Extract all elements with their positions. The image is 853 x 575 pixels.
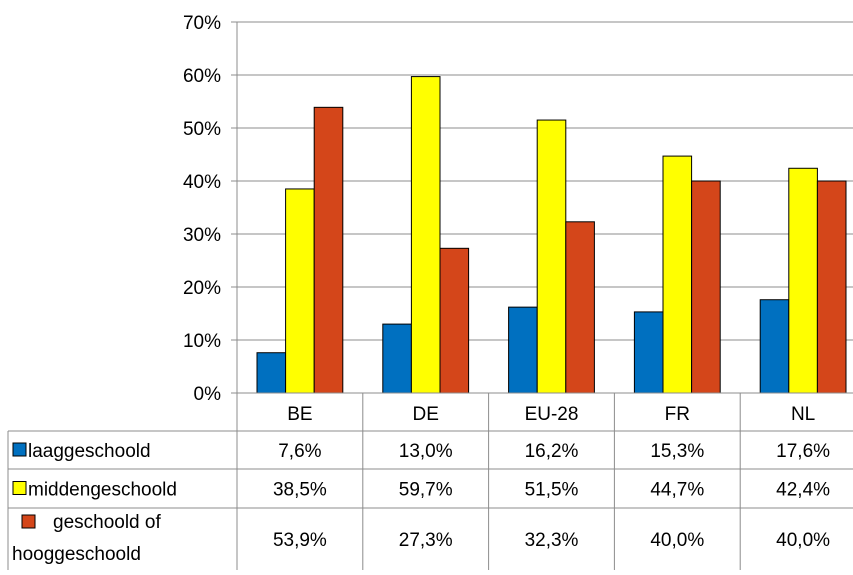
y-tick-label: 30% — [183, 225, 221, 246]
axes — [231, 21, 238, 394]
legend-key — [12, 481, 27, 495]
bar — [759, 299, 790, 394]
bar — [536, 119, 567, 394]
y-tick-label: 50% — [183, 119, 221, 140]
y-tick-label: 70% — [183, 13, 221, 34]
data-label: 15,3% — [650, 441, 704, 462]
data-label: 51,5% — [525, 480, 579, 501]
data-label: 27,3% — [399, 530, 453, 551]
data-label: 40,0% — [776, 530, 830, 551]
data-label: 42,4% — [776, 480, 830, 501]
bar — [508, 306, 538, 394]
bar — [788, 167, 818, 394]
data-table: BE DE EU-28 FR NL laaggeschoold 7,6% 13,0% 16,2%… — [7, 392, 853, 570]
data-label: 32,3% — [525, 530, 579, 551]
y-tick-label: 20% — [183, 278, 221, 299]
bar — [410, 76, 441, 394]
legend-label: hooggeschoold — [12, 544, 141, 565]
bar — [439, 247, 470, 394]
bar — [816, 180, 847, 394]
legend-label: middengeschoold — [28, 480, 177, 501]
data-label: 16,2% — [525, 441, 579, 462]
bars — [256, 76, 847, 394]
y-tick-label: 60% — [183, 66, 221, 87]
y-axis-tick-labels: 0% 10% 20% 30% 40% 50% 60% 70% — [183, 13, 221, 405]
x-tick-label: BE — [287, 404, 312, 425]
legend-label: geschoold of — [53, 512, 161, 533]
data-label: 40,0% — [650, 530, 704, 551]
legend-key — [12, 442, 27, 457]
bar — [662, 155, 693, 394]
data-label: 17,6% — [776, 441, 830, 462]
data-label: 13,0% — [399, 441, 453, 462]
legend-key — [21, 514, 36, 529]
bar — [633, 311, 664, 394]
data-label: 44,7% — [650, 480, 704, 501]
bar — [382, 323, 412, 394]
x-tick-label: NL — [791, 404, 815, 425]
bar — [565, 221, 595, 394]
y-tick-label: 0% — [194, 384, 222, 405]
data-label: 59,7% — [399, 480, 453, 501]
y-tick-label: 40% — [183, 172, 221, 193]
x-tick-label: FR — [665, 404, 690, 425]
x-tick-label: EU-28 — [525, 404, 579, 425]
bar — [256, 352, 287, 394]
legend-label: laaggeschoold — [28, 441, 151, 462]
bar — [691, 180, 721, 394]
bar — [285, 188, 315, 394]
bar — [313, 106, 344, 394]
data-label: 53,9% — [273, 530, 327, 551]
data-label: 7,6% — [278, 441, 321, 462]
x-tick-label: DE — [412, 404, 438, 425]
y-tick-label: 10% — [183, 331, 221, 352]
data-label: 38,5% — [273, 480, 327, 501]
